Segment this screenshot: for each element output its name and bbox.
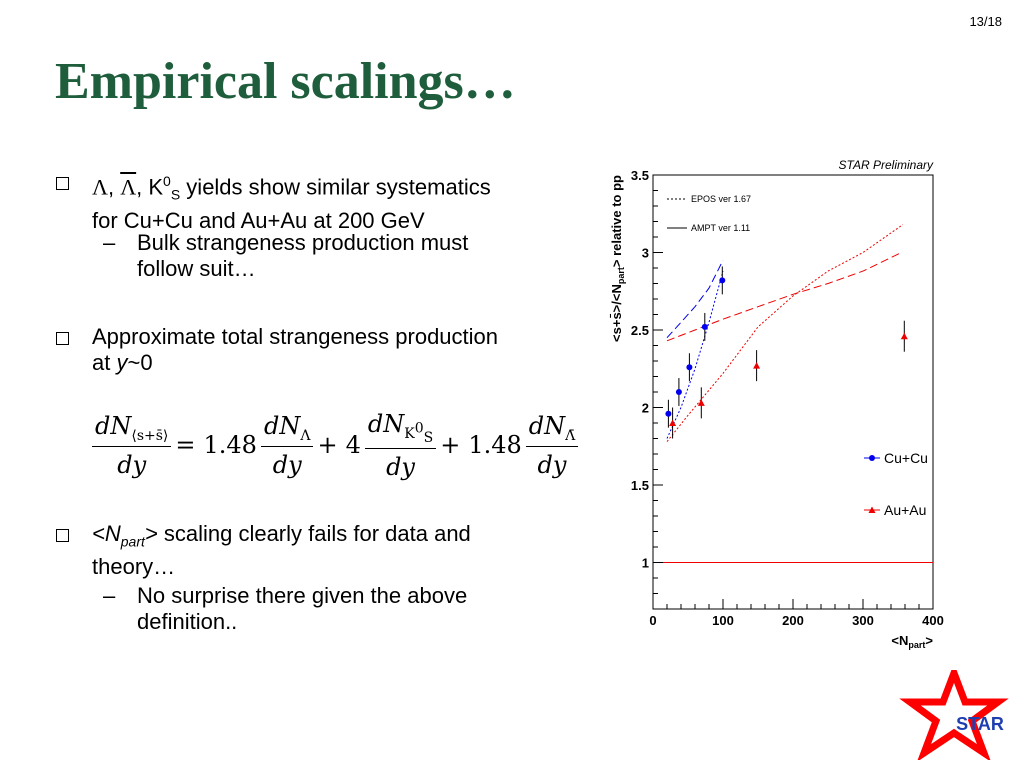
plot-frame xyxy=(652,174,934,610)
legend-point-label: Cu+Cu xyxy=(884,450,928,466)
star-logo: STAR xyxy=(898,663,1010,765)
bullet-1-line2: for Cu+Cu and Au+Au at 200 GeV xyxy=(92,207,425,233)
sub-bullet-3-line1: No surprise there given the above xyxy=(137,583,468,608)
x-tick-label: 300 xyxy=(852,613,874,628)
npart-open: <N xyxy=(92,521,121,546)
model-curve-3 xyxy=(666,270,724,439)
bullet-1: Λ, Λ, K0S yields show similar systematic… xyxy=(92,168,491,234)
separator: , xyxy=(107,174,121,200)
legend-line-label: AMPT ver 1.11 xyxy=(691,223,750,233)
sub-bullet-3: No surprise there given the above defini… xyxy=(137,583,467,635)
x-axis-label: <Npart> xyxy=(891,633,933,650)
sub-bullet-1: Bulk strangeness production must follow … xyxy=(137,230,468,282)
model-curve-0 xyxy=(666,224,904,442)
sub-bullet-dash: – xyxy=(103,230,116,255)
x-tick-label: 400 xyxy=(922,613,944,628)
lambda-symbol: Λ xyxy=(92,174,108,200)
y-tick-label: 3 xyxy=(642,246,649,261)
legend-point-label: Au+Au xyxy=(884,502,926,518)
x-tick-label: 0 xyxy=(649,613,656,628)
bullet-2-line1: Approximate total strangeness production xyxy=(92,324,499,349)
data-point-Au+Au xyxy=(669,419,677,426)
plus-sign: + xyxy=(317,431,338,460)
page-number: 13/18 xyxy=(969,14,1002,29)
bullet-3-text: scaling clearly fails for data and xyxy=(157,521,471,546)
chart-title: STAR Preliminary xyxy=(839,158,934,172)
npart-close: > xyxy=(144,521,158,546)
data-point-Cu+Cu xyxy=(686,364,693,371)
sub-bullet-dash: – xyxy=(103,583,116,608)
bullet-2-y: y xyxy=(116,350,128,375)
coeff-1: 1.48 xyxy=(203,431,257,460)
bullet-3-line2: theory… xyxy=(92,554,176,580)
bullet-2-at: at xyxy=(92,350,117,375)
frac-ss: dN⟨s+s̄⟩ dy xyxy=(92,412,172,479)
data-point-Cu+Cu xyxy=(719,277,726,284)
strangeness-chart: STAR Preliminary 0 100 200 300 400 1 1.5 2 2.5 3 3.… xyxy=(595,155,955,660)
bullet-2-zero: ~0 xyxy=(127,350,153,375)
star-logo-text: STAR xyxy=(956,714,1004,734)
bullet-1-text: yields show similar systematics xyxy=(180,174,491,200)
legend-line-label: EPOS ver 1.67 xyxy=(691,194,751,204)
legend-point-marker xyxy=(868,506,876,513)
y-tick-label: 2 xyxy=(642,401,649,416)
y-tick-label: 2.5 xyxy=(631,323,649,338)
sub-bullet-3-line2: definition.. xyxy=(137,609,238,634)
data-point-Cu+Cu xyxy=(665,410,672,417)
y-axis-label: <s+s̄>/<Npart> relative to pp xyxy=(609,175,626,342)
y-tick-label: 1 xyxy=(642,556,649,571)
equals-sign: = xyxy=(175,431,196,460)
y-tick-label: 1.5 xyxy=(631,478,649,493)
x-tick-label: 200 xyxy=(782,613,804,628)
coeff-3: 1.48 xyxy=(468,431,522,460)
bullet-box xyxy=(56,529,69,542)
antilambda-symbol: Λ xyxy=(120,174,137,200)
strangeness-equation: dN⟨s+s̄⟩ dy = 1.48 dNΛ dy +4 dNK0S dy +1.48 dNΛ̄ dy xyxy=(92,410,579,481)
model-curve-1 xyxy=(666,252,902,342)
y-tick-label: 3.5 xyxy=(631,168,649,183)
plus-sign: + xyxy=(440,431,461,460)
frac-antilambda: dNΛ̄ dy xyxy=(525,412,579,479)
frac-k0s: dNK0S dy xyxy=(364,410,437,481)
bullet-box xyxy=(56,332,69,345)
model-curve-2 xyxy=(666,260,724,339)
frac-lambda: dNΛ dy xyxy=(260,412,314,479)
data-point-Au+Au xyxy=(900,332,908,340)
k0-sup: 0 xyxy=(163,173,171,189)
sub-bullet-1-line1: Bulk strangeness production must xyxy=(137,230,469,255)
k-label: , K xyxy=(136,174,164,200)
npart-sub: part xyxy=(120,533,145,550)
data-point-Cu+Cu xyxy=(701,323,708,330)
sub-bullet-1-line2: follow suit… xyxy=(137,256,256,281)
data-point-Au+Au xyxy=(753,362,761,369)
k0-sub: S xyxy=(170,186,181,203)
coeff-2: 4 xyxy=(345,431,361,460)
x-tick-label: 100 xyxy=(712,613,734,628)
chart-svg: STAR Preliminary 0 100 200 300 400 1 1.5 2 2.5 3 3.… xyxy=(609,158,944,650)
data-point-Cu+Cu xyxy=(675,389,682,395)
data-point-Au+Au xyxy=(697,399,705,406)
bullet-2: Approximate total strangeness production… xyxy=(92,324,498,376)
slide-title: Empirical scalings… xyxy=(55,53,516,110)
bullet-3: <Npart> scaling clearly fails for data a… xyxy=(92,521,471,580)
bullet-box xyxy=(56,177,69,190)
legend-point-marker xyxy=(869,455,875,461)
